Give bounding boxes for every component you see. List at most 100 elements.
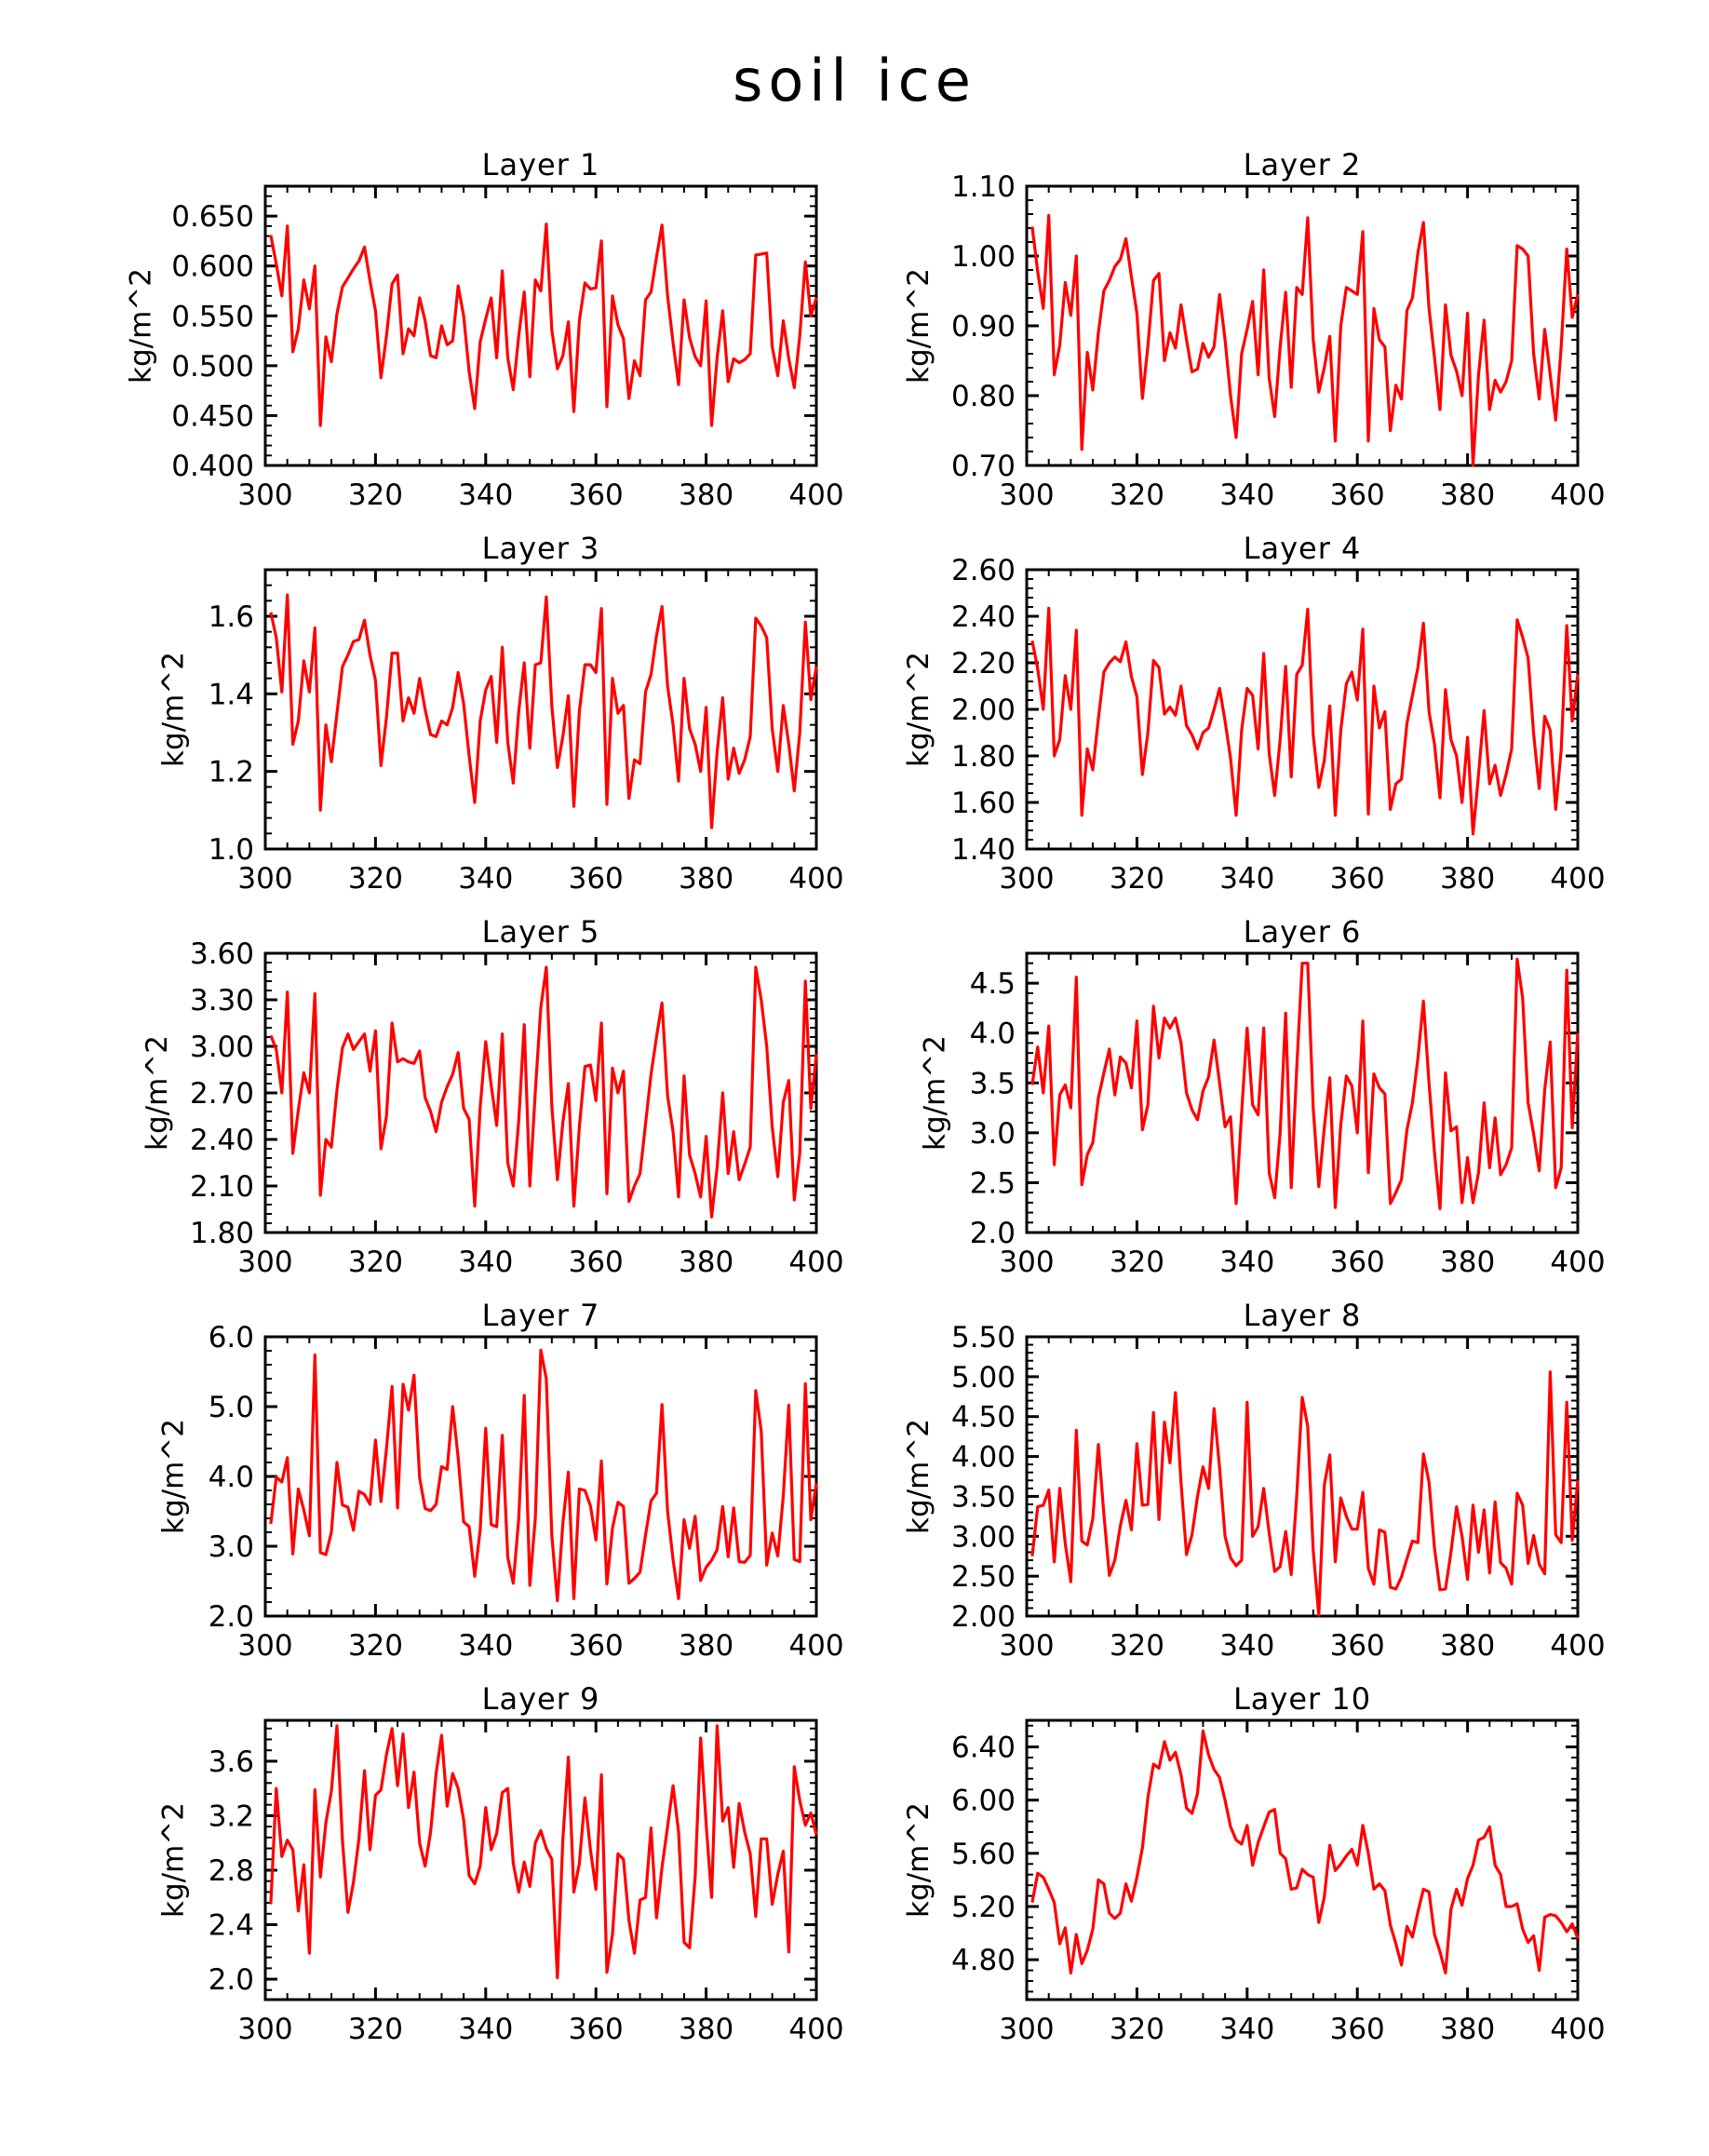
y-tick-label: 1.00 xyxy=(951,240,1016,274)
x-tick-label: 360 xyxy=(1330,2013,1385,2046)
plot-frame xyxy=(1025,1335,1580,1618)
x-tick-label: 300 xyxy=(999,862,1054,896)
y-tick-label: 2.4 xyxy=(209,1909,254,1943)
y-tick-label: 2.8 xyxy=(209,1854,254,1888)
x-tick-label: 380 xyxy=(1440,1629,1495,1663)
x-tick-label: 380 xyxy=(1440,862,1495,896)
y-tick-label: 1.10 xyxy=(951,170,1016,204)
y-tick-label: 2.00 xyxy=(951,694,1016,727)
y-tick-label: 1.60 xyxy=(951,787,1016,820)
y-tick-label: 2.00 xyxy=(951,1600,1016,1634)
y-tick-label: 5.60 xyxy=(951,1838,1016,1871)
y-axis-label: kg/m^2 xyxy=(902,268,935,384)
y-tick-label: 3.60 xyxy=(190,937,254,971)
series-line xyxy=(269,593,818,829)
x-tick-label: 320 xyxy=(1110,478,1164,512)
x-tick-label: 320 xyxy=(348,478,403,512)
series-line xyxy=(269,1724,818,1980)
x-tick-label: 360 xyxy=(569,1246,624,1279)
x-tick-label: 380 xyxy=(679,862,733,896)
x-tick-label: 340 xyxy=(458,2013,513,2046)
x-tick-label: 380 xyxy=(1440,478,1495,512)
y-tick-label: 3.50 xyxy=(951,1480,1016,1514)
panel-title: Layer 7 xyxy=(482,1298,600,1333)
chart-panel-layer-6: Layer 6 300 320 340 360 380 400 2.0 2.5 3.0 3.5 4.0… xyxy=(919,914,1606,1279)
y-tick-label: 2.20 xyxy=(951,647,1016,680)
y-tick-label: 1.0 xyxy=(209,833,254,867)
x-tick-label: 400 xyxy=(1550,862,1605,896)
y-axis-label: kg/m^2 xyxy=(919,1035,952,1151)
x-tick-label: 400 xyxy=(1550,2013,1605,2046)
x-tick-label: 340 xyxy=(458,1246,513,1279)
x-tick-label: 340 xyxy=(1219,2013,1274,2046)
x-tick-label: 400 xyxy=(788,1629,843,1663)
y-tick-label: 4.5 xyxy=(970,967,1016,1001)
chart-panel-layer-3: Layer 3 300 320 340 360 380 400 1.0 1.2 1.4 1.6 kg/… xyxy=(157,531,844,896)
y-tick-label: 3.0 xyxy=(209,1530,254,1564)
x-tick-label: 340 xyxy=(458,478,513,512)
series-line xyxy=(1030,213,1580,467)
x-tick-label: 360 xyxy=(569,1629,624,1663)
y-tick-label: 3.00 xyxy=(190,1031,254,1064)
y-tick-label: 5.50 xyxy=(951,1321,1016,1354)
y-tick-label: 3.0 xyxy=(970,1117,1016,1151)
panel-title: Layer 3 xyxy=(482,531,600,566)
panel-title: Layer 1 xyxy=(482,147,600,182)
x-tick-label: 320 xyxy=(1110,862,1164,896)
y-tick-label: 1.2 xyxy=(209,756,254,789)
y-tick-label: 1.4 xyxy=(209,678,254,711)
x-tick-label: 340 xyxy=(1219,1629,1274,1663)
x-tick-label: 360 xyxy=(569,478,624,512)
x-tick-label: 300 xyxy=(999,2013,1054,2046)
y-axis-label: kg/m^2 xyxy=(157,1802,191,1918)
x-tick-label: 340 xyxy=(1219,1246,1274,1279)
y-tick-label: 6.0 xyxy=(209,1321,254,1354)
y-tick-label: 0.70 xyxy=(951,450,1016,483)
x-tick-label: 360 xyxy=(1330,862,1385,896)
panel-title: Layer 9 xyxy=(482,1681,600,1717)
y-tick-label: 2.5 xyxy=(970,1166,1016,1200)
y-axis-label: kg/m^2 xyxy=(902,1419,935,1534)
y-tick-label: 1.40 xyxy=(951,833,1016,867)
y-tick-label: 1.80 xyxy=(951,740,1016,774)
y-tick-label: 2.0 xyxy=(209,1963,254,1997)
x-tick-label: 400 xyxy=(788,862,843,896)
x-tick-label: 340 xyxy=(458,1629,513,1663)
x-tick-label: 360 xyxy=(1330,1246,1385,1279)
chart-panel-layer-7: Layer 7 300 320 340 360 380 400 2.0 3.0 4.0 5.0 6.0… xyxy=(157,1298,844,1663)
x-tick-label: 320 xyxy=(1110,1629,1164,1663)
x-tick-label: 300 xyxy=(237,1629,292,1663)
x-tick-label: 300 xyxy=(237,1246,292,1279)
x-tick-label: 300 xyxy=(999,1246,1054,1279)
x-tick-label: 380 xyxy=(679,1246,733,1279)
x-tick-label: 380 xyxy=(679,2013,733,2046)
x-tick-label: 380 xyxy=(1440,1246,1495,1279)
chart-panel-layer-1: Layer 1 300 320 340 360 380 400 0.400 0.450 0.500… xyxy=(125,147,844,512)
x-tick-label: 340 xyxy=(1219,862,1274,896)
y-tick-label: 3.5 xyxy=(970,1067,1016,1100)
x-tick-label: 340 xyxy=(458,862,513,896)
y-tick-label: 1.6 xyxy=(209,600,254,634)
x-tick-label: 320 xyxy=(1110,1246,1164,1279)
y-tick-label: 0.80 xyxy=(951,380,1016,413)
panel-title: Layer 4 xyxy=(1244,531,1362,566)
x-tick-label: 300 xyxy=(237,862,292,896)
chart-panel-layer-2: Layer 2 300 320 340 360 380 400 0.70 0.80 0.90 1.0… xyxy=(902,147,1606,512)
y-tick-label: 0.500 xyxy=(171,350,254,384)
y-tick-label: 4.80 xyxy=(951,1944,1016,1977)
x-tick-label: 400 xyxy=(1550,1629,1605,1663)
panel-title: Layer 10 xyxy=(1233,1681,1371,1717)
series-line xyxy=(1030,606,1580,836)
y-tick-label: 2.0 xyxy=(970,1217,1016,1250)
y-tick-label: 3.00 xyxy=(951,1520,1016,1554)
y-tick-label: 6.40 xyxy=(951,1732,1016,1765)
x-tick-label: 400 xyxy=(788,1246,843,1279)
x-tick-label: 360 xyxy=(1330,1629,1385,1663)
plot-frame xyxy=(1025,1718,1580,2001)
panel-title: Layer 2 xyxy=(1244,147,1362,182)
x-tick-label: 360 xyxy=(569,2013,624,2046)
y-tick-label: 3.6 xyxy=(209,1745,254,1779)
y-tick-label: 3.30 xyxy=(190,984,254,1017)
y-tick-label: 6.00 xyxy=(951,1785,1016,1818)
y-tick-label: 2.60 xyxy=(951,554,1016,587)
